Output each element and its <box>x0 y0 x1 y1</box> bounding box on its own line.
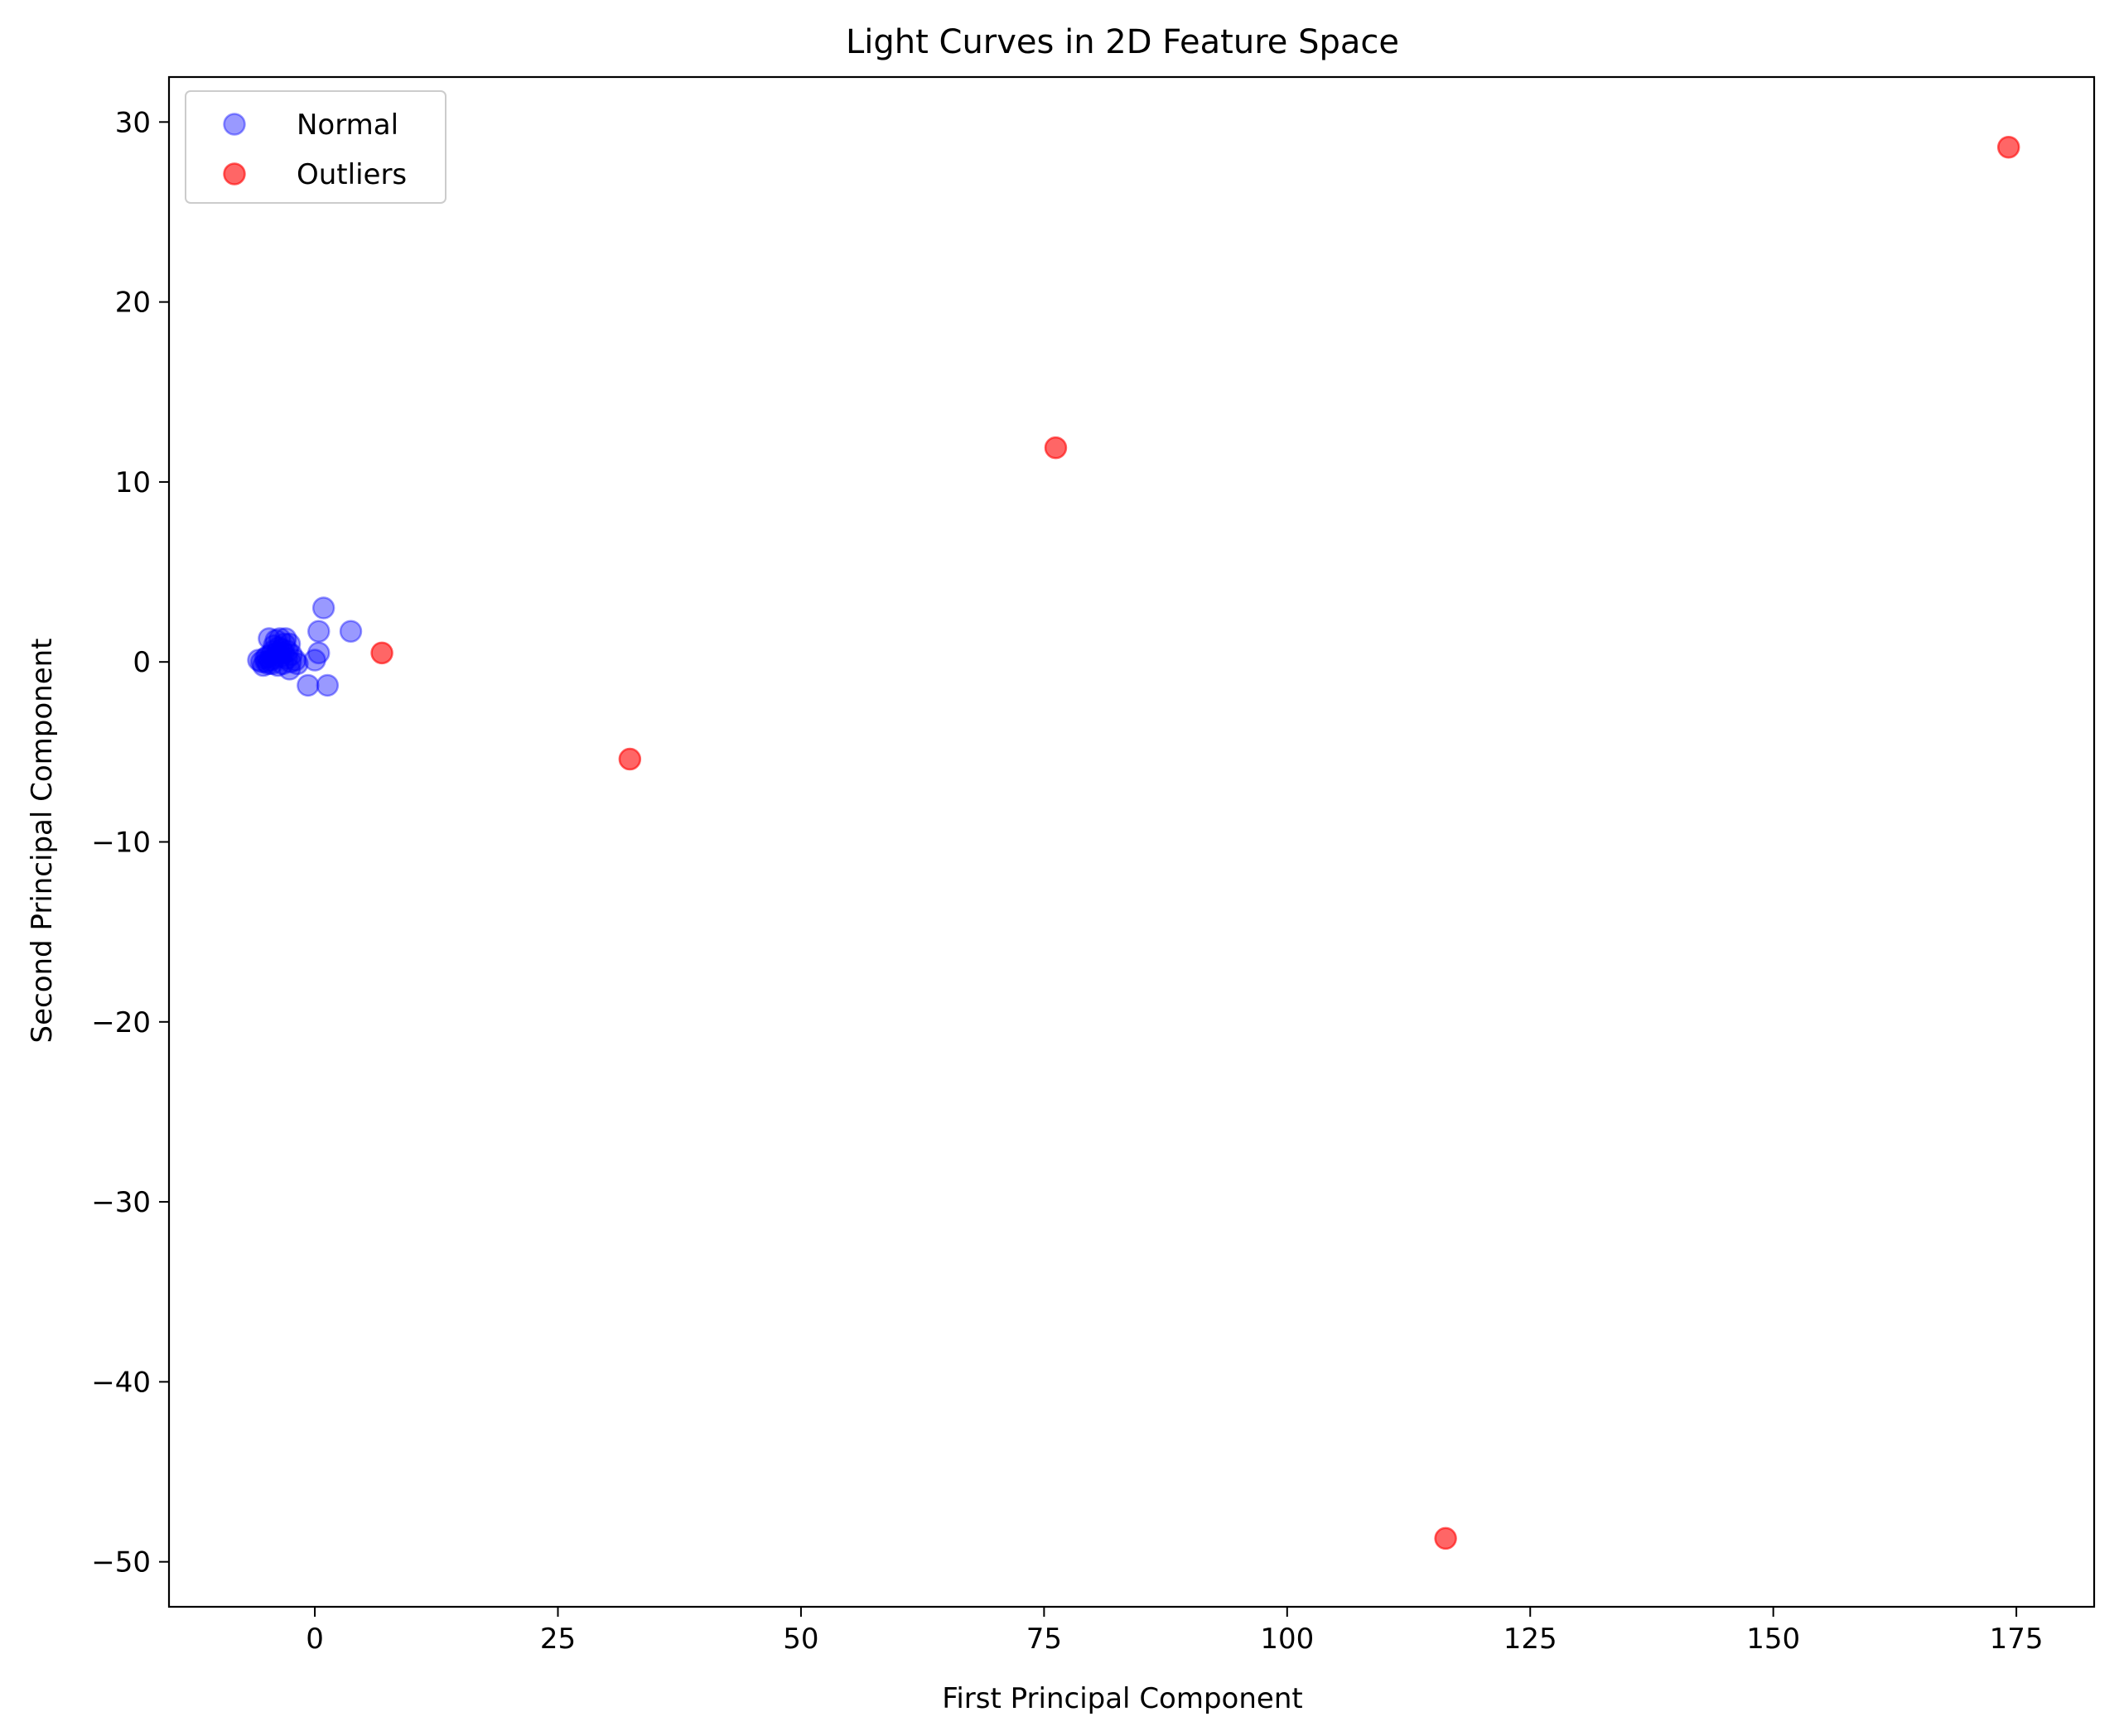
x-axis: 0 25 50 75 100 125 150 175 <box>306 1607 2044 1656</box>
outliers-point <box>1044 436 1068 460</box>
normal-point <box>269 644 292 668</box>
plot-area <box>167 75 2096 1608</box>
normal-point <box>266 653 290 678</box>
normal-point <box>268 627 292 650</box>
normal-point <box>253 647 277 670</box>
normal-point <box>316 673 340 697</box>
normal-point <box>254 650 278 673</box>
y-axis: 30 20 10 0 −10 −20 −30 −40 −50 <box>91 106 169 1579</box>
normal-point <box>258 627 281 650</box>
legend-label-outliers: Outliers <box>297 158 407 191</box>
normal-point <box>274 627 297 650</box>
normal-point <box>307 620 331 644</box>
normal-point <box>273 632 297 656</box>
y-tick-label: 10 <box>115 466 151 499</box>
normal-point <box>263 647 287 670</box>
outliers-point <box>370 641 393 665</box>
x-tick-label: 0 <box>306 1623 324 1656</box>
chart-title: Light Curves in 2D Feature Space <box>846 23 1399 61</box>
normal-point <box>264 629 287 652</box>
normal-point <box>271 652 295 676</box>
normal-point <box>272 641 296 665</box>
y-tick-label: −50 <box>91 1546 151 1579</box>
legend: Normal Outliers <box>185 90 446 204</box>
outliers-point <box>1996 135 2020 159</box>
normal-point <box>280 643 303 667</box>
outliers-point <box>618 747 642 771</box>
normal-point <box>275 647 298 670</box>
y-tick-label: 20 <box>115 287 151 320</box>
x-tick-label: 25 <box>540 1623 576 1656</box>
legend-label-normal: Normal <box>297 108 398 142</box>
y-tick-label: 0 <box>133 646 151 679</box>
normal-point <box>256 652 280 676</box>
x-tick-label: 100 <box>1260 1623 1314 1656</box>
x-tick-label: 150 <box>1746 1623 1800 1656</box>
normal-point <box>252 653 275 678</box>
normal-point <box>255 644 279 668</box>
plot-background <box>169 77 2094 1607</box>
normal-point <box>278 658 302 681</box>
normal-point <box>297 673 320 697</box>
normal-point <box>261 639 285 663</box>
normal-point <box>339 620 363 644</box>
legend-marker-normal <box>223 113 246 136</box>
normal-point <box>276 639 299 663</box>
normal-point <box>247 649 270 672</box>
outliers-point <box>1434 1526 1457 1550</box>
x-tick-label: 125 <box>1504 1623 1557 1656</box>
normal-point <box>258 649 282 672</box>
normal-point <box>307 641 331 665</box>
y-tick-label: −10 <box>91 827 151 860</box>
data-points <box>247 135 2020 1550</box>
x-tick-label: 75 <box>1026 1623 1062 1656</box>
normal-point <box>278 650 302 673</box>
y-axis-label: Second Principal Component <box>26 638 59 1043</box>
normal-point <box>303 649 326 672</box>
x-axis-label: First Principal Component <box>942 1682 1302 1715</box>
normal-point <box>311 596 335 620</box>
normal-point <box>267 636 291 659</box>
legend-box <box>185 90 446 204</box>
normal-point <box>265 641 289 665</box>
normal-point <box>283 649 307 672</box>
normal-point <box>259 643 282 667</box>
legend-marker-outliers <box>223 162 246 186</box>
x-tick-label: 175 <box>1990 1623 2044 1656</box>
y-tick-label: −20 <box>91 1006 151 1039</box>
y-tick-label: −40 <box>91 1366 151 1399</box>
y-tick-label: 30 <box>115 106 151 139</box>
normal-point <box>278 632 302 656</box>
normal-point <box>270 638 293 661</box>
normal-point <box>249 650 273 673</box>
x-tick-label: 50 <box>783 1623 818 1656</box>
normal-point <box>263 634 286 658</box>
y-tick-label: −30 <box>91 1186 151 1219</box>
normal-point <box>260 652 284 676</box>
normal-point <box>286 652 309 676</box>
